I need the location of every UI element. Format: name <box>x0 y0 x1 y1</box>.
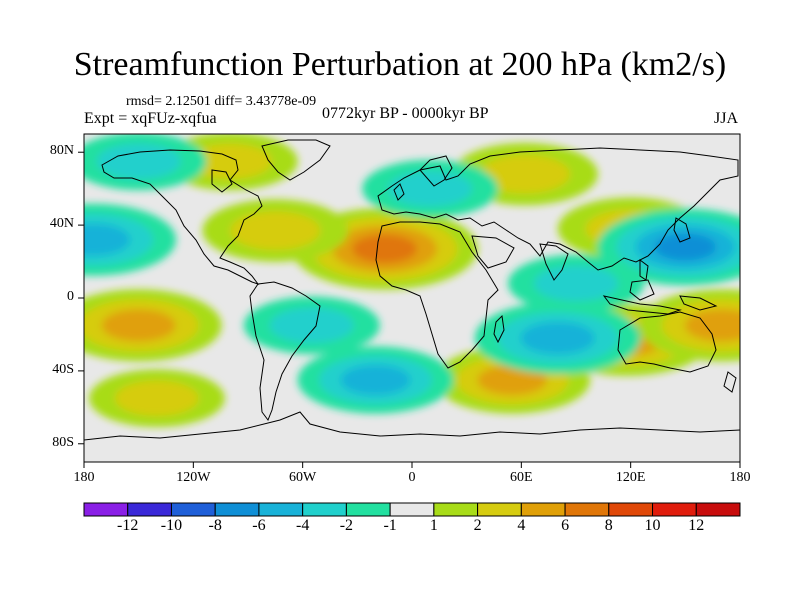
lat-label-1: 40N <box>49 216 74 232</box>
contour-feature-1-level-1 <box>230 211 321 250</box>
colorbar-swatch-11 <box>564 502 610 517</box>
coast-indonesia <box>602 295 682 315</box>
contour-field <box>84 134 740 428</box>
lon-label-4: 60E <box>510 470 533 485</box>
coastlines <box>84 139 740 441</box>
colorbar <box>83 502 741 517</box>
colorbar-label-9: 4 <box>517 517 526 534</box>
coast-north-america <box>101 149 263 285</box>
contour-feature-7-level-1 <box>115 380 199 416</box>
coast-africa <box>375 221 499 369</box>
coast-borneo <box>629 279 655 301</box>
contour-feature-10-level-3 <box>654 233 716 261</box>
contour-feature-4-level-2 <box>684 309 740 342</box>
colorbar-swatch-4 <box>258 502 304 517</box>
colorbar-label-13: 12 <box>688 517 705 534</box>
lon-label-1: 120W <box>176 470 211 485</box>
colorbar-label-7: 1 <box>429 517 438 534</box>
lat-label-3: 40S <box>52 361 74 377</box>
map-title: Streamfunction Perturbation at 200 hPa (… <box>73 46 727 83</box>
coast-new-guinea <box>679 295 718 311</box>
colorbar-swatch-1 <box>127 502 172 517</box>
colorbar-swatch-10 <box>520 502 566 517</box>
colorbar-label-6: -1 <box>383 517 397 534</box>
lat-label-4: 80S <box>52 434 74 450</box>
experiment-label: Expt = xqFUz-xqfua <box>84 110 217 127</box>
colorbar-label-12: 10 <box>644 517 661 534</box>
colorbar-label-2: -8 <box>208 517 222 534</box>
contour-feature-15-level-1 <box>388 170 473 207</box>
colorbar-label-1: -10 <box>160 517 183 534</box>
contour-feature-16-level-1 <box>534 265 618 302</box>
season-label: JJA <box>714 110 739 127</box>
colorbar-swatch-5 <box>302 502 347 517</box>
colorbar-swatch-6 <box>345 502 391 517</box>
coast-philippines <box>639 259 649 281</box>
colorbar-label-8: 2 <box>473 517 482 534</box>
coast-new-zealand <box>723 371 737 393</box>
coast-scandinavia <box>419 155 453 187</box>
coast-antarctica <box>84 411 740 441</box>
colorbar-swatch-2 <box>170 502 216 517</box>
lon-label-2: 60W <box>289 470 317 485</box>
contour-feature-5-level-2 <box>101 309 176 342</box>
colorbar-swatch-9 <box>477 502 522 517</box>
lon-label-6: 180 <box>729 470 751 485</box>
colorbar-swatch-3 <box>214 502 260 517</box>
contour-feature-12-level-2 <box>520 322 595 355</box>
colorbar-swatch-14 <box>695 502 741 517</box>
coast-uk <box>393 183 405 201</box>
colorbar-swatch-8 <box>433 502 479 517</box>
coast-india <box>539 243 569 281</box>
lon-label-5: 120E <box>615 470 646 485</box>
coast-hudson-bay <box>211 169 233 193</box>
colorbar-label-3: -6 <box>252 517 266 534</box>
lon-label-0: 180 <box>73 470 95 485</box>
contour-feature-0-level-3 <box>352 234 418 263</box>
colorbar-swatch-0 <box>83 502 129 517</box>
coast-japan <box>673 217 691 243</box>
colorbar-label-0: -12 <box>117 517 139 534</box>
lat-label-2: 0 <box>67 289 74 304</box>
contour-feature-6-level-2 <box>477 365 547 395</box>
coast-australia <box>617 311 717 373</box>
colorbar-label-10: 6 <box>561 517 570 534</box>
coast-eurasia <box>377 147 739 271</box>
lat-label-0: 80N <box>49 143 74 159</box>
colorbar-label-5: -2 <box>339 517 354 534</box>
coast-greenland <box>261 139 331 181</box>
rmsd-diff-stats: rmsd= 2.12501 diff= 3.43778e-09 <box>126 94 317 109</box>
coast-south-america <box>249 281 321 422</box>
colorbar-label-4: -4 <box>295 517 310 534</box>
lon-label-3: 0 <box>408 470 416 485</box>
coast-arabia <box>471 235 515 269</box>
axis-ticks <box>78 151 741 468</box>
colorbar-swatch-13 <box>652 502 697 517</box>
coast-madagascar <box>493 314 505 344</box>
colorbar-label-11: 8 <box>604 517 613 534</box>
contour-feature-14-level-1 <box>269 307 354 344</box>
contour-feature-13-level-2 <box>340 365 411 395</box>
period-label: 0772kyr BP - 0000kyr BP <box>322 105 489 122</box>
colorbar-swatch-7 <box>389 502 435 517</box>
colorbar-swatch-12 <box>608 502 654 517</box>
contour-feature-2-level-1 <box>480 154 570 194</box>
contour-feature-11-level-2 <box>84 223 130 256</box>
contour-feature-17-level-1 <box>96 143 181 180</box>
